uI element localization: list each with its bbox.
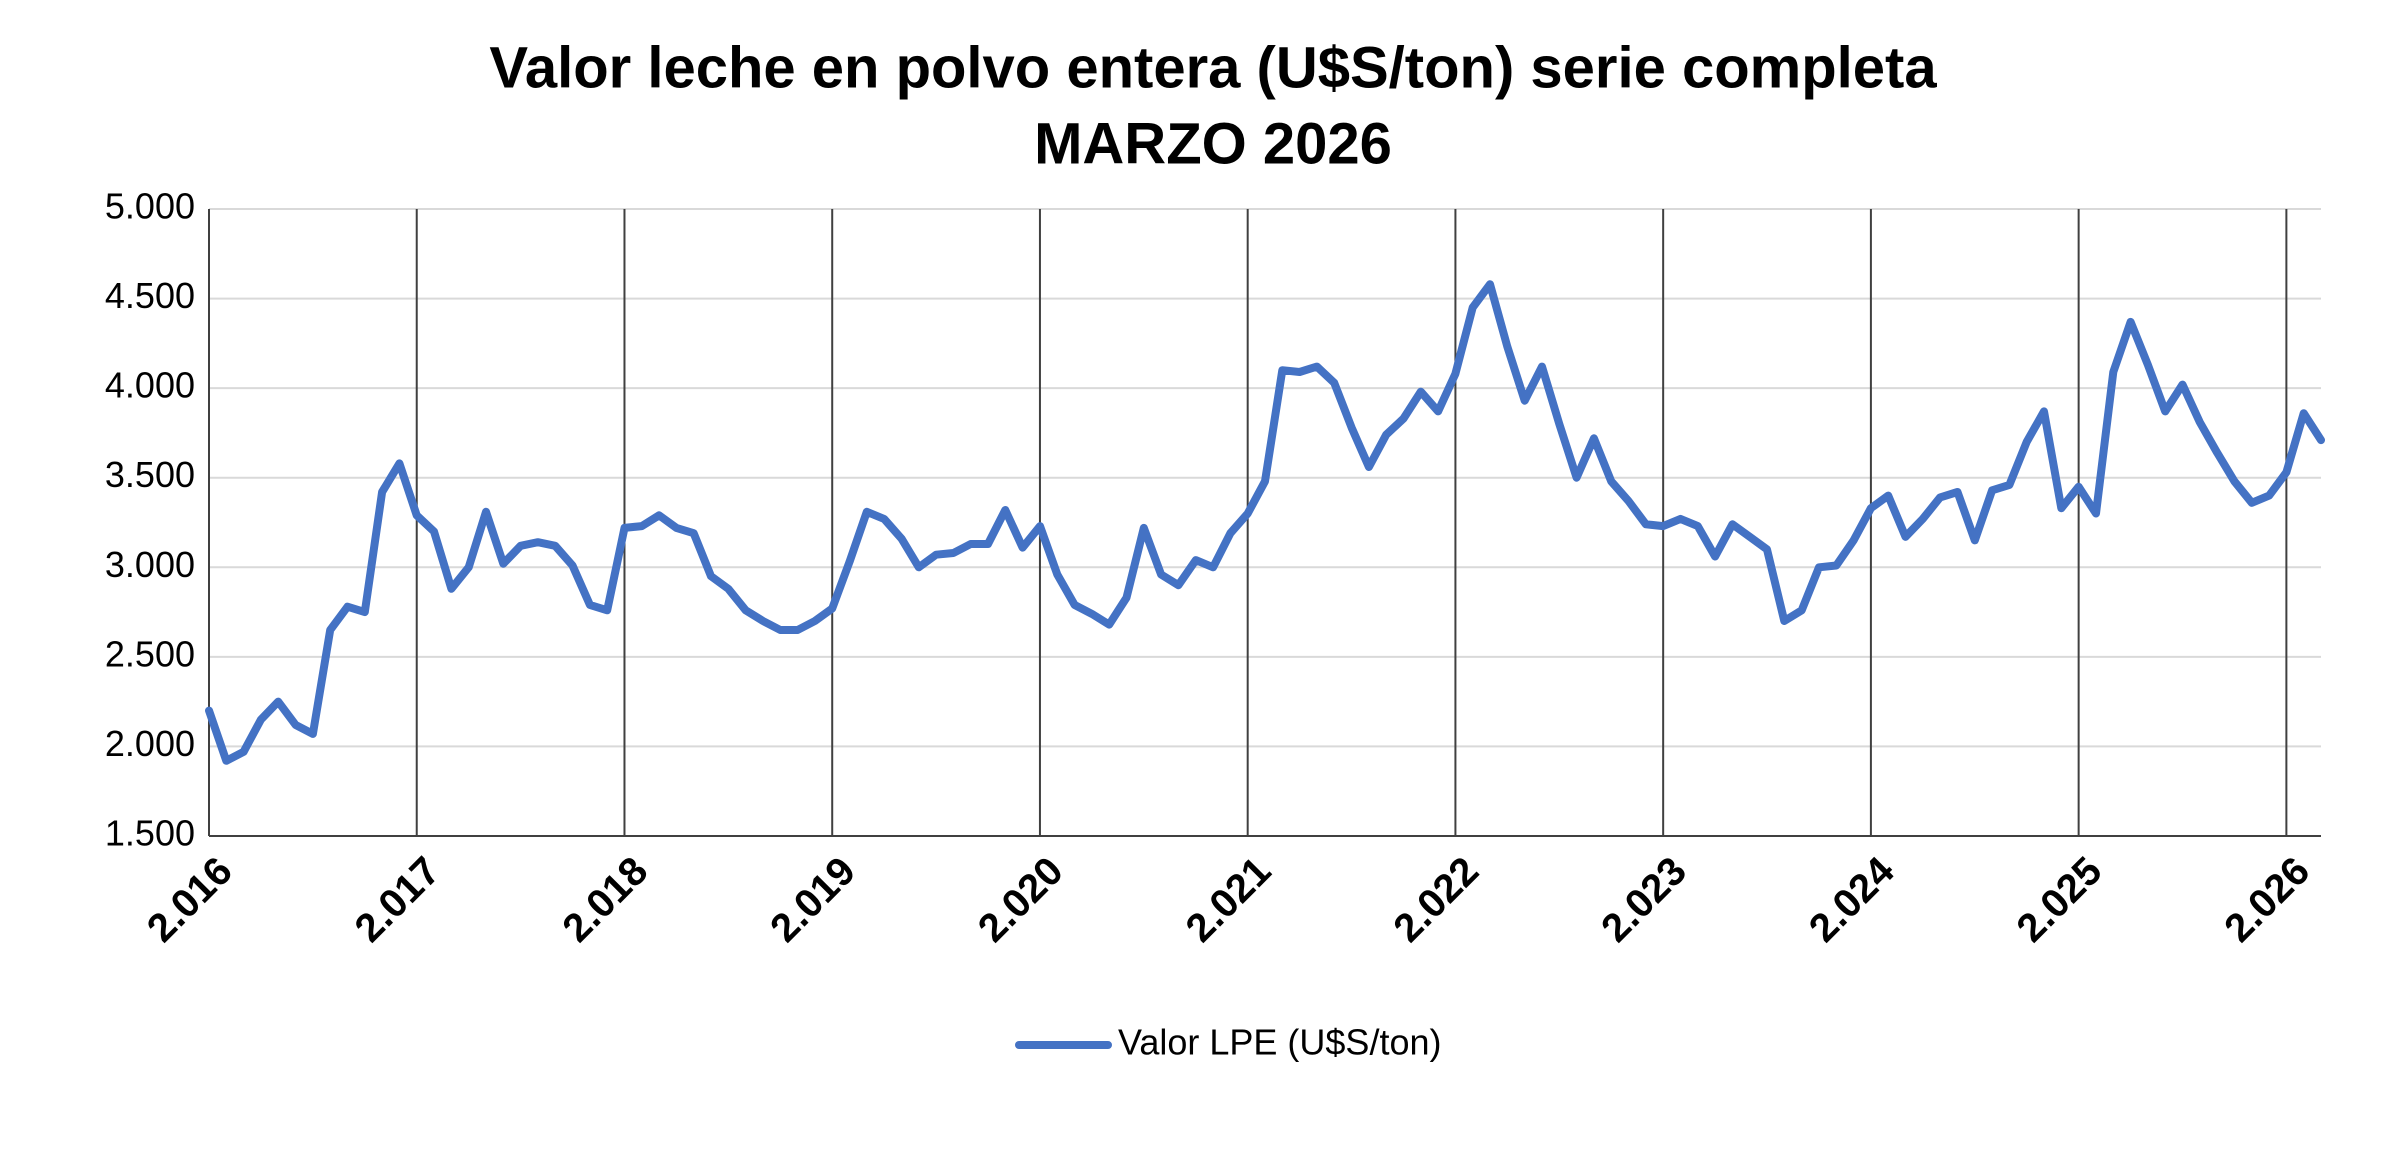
legend-label: Valor LPE (U$S/ton) bbox=[1118, 1022, 1441, 1063]
chart-title: Valor leche en polvo entera (U$S/ton) se… bbox=[489, 35, 1937, 100]
y-tick-label: 4.000 bbox=[105, 365, 195, 406]
y-tick-label: 2.000 bbox=[105, 723, 195, 764]
y-tick-label: 2.500 bbox=[105, 633, 195, 674]
y-tick-label: 5.000 bbox=[105, 186, 195, 227]
y-tick-label: 3.000 bbox=[105, 544, 195, 585]
data-line bbox=[205, 280, 2325, 765]
chart-subtitle: MARZO 2026 bbox=[1034, 111, 1392, 176]
y-tick-label: 1.500 bbox=[105, 813, 195, 854]
y-tick-label: 3.500 bbox=[105, 454, 195, 495]
y-tick-label: 4.500 bbox=[105, 275, 195, 316]
